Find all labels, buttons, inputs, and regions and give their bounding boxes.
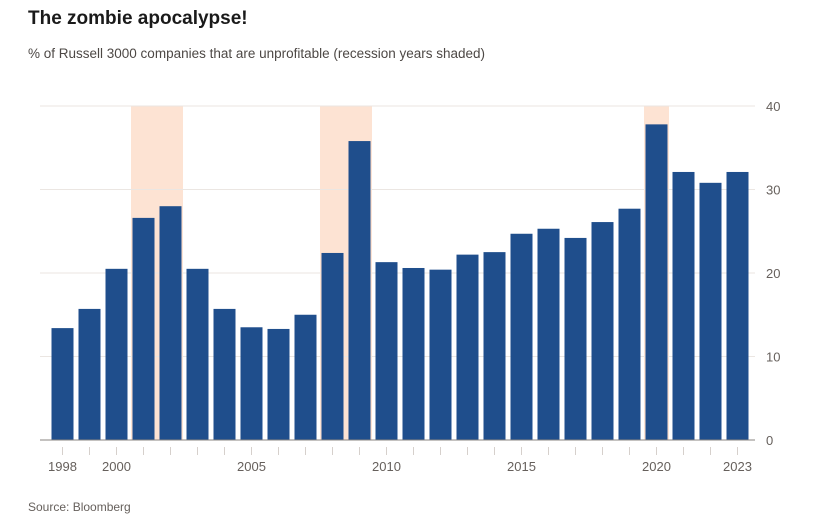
bar-1999 [78,308,101,440]
chart-title: The zombie apocalypse! [28,8,248,29]
bar-2002 [159,206,182,440]
chart-subtitle: % of Russell 3000 companies that are unp… [28,46,486,61]
x-tick-label: 2023 [723,459,752,474]
bar-2022 [699,182,722,440]
bar-2014 [483,252,506,440]
x-tick-label: 2015 [507,459,536,474]
bar-2016 [537,228,560,440]
bar-2012 [429,269,452,440]
y-tick-label: 30 [766,183,780,198]
bar-2009 [348,141,371,440]
chart-source: Source: Bloomberg [28,500,131,514]
bar-2011 [402,267,425,440]
y-tick-label: 20 [766,266,780,281]
bar-2003 [186,268,209,440]
bar-2005 [240,327,263,440]
bar-2001 [132,217,155,440]
bar-2020 [645,124,668,441]
bar-2018 [591,222,614,440]
y-tick-label: 40 [766,99,780,114]
y-tick-label: 10 [766,350,780,365]
x-tick-label: 2000 [102,459,131,474]
bar-2019 [618,208,641,440]
bar-2015 [510,233,533,440]
y-tick-label: 0 [766,433,773,448]
bar-2008 [321,252,344,440]
bar-2013 [456,254,479,440]
bar-2004 [213,308,236,440]
bar-2021 [672,171,695,440]
bar-2010 [375,262,398,440]
bar-2023 [726,171,749,440]
bar-2007 [294,314,317,440]
bar-2006 [267,328,290,440]
bar-1998 [51,328,74,440]
bar-2017 [564,237,587,440]
x-tick-label: 2010 [372,459,401,474]
bar-2000 [105,268,128,440]
x-tick-label: 1998 [48,459,77,474]
x-tick-label: 2020 [642,459,671,474]
x-tick-label: 2005 [237,459,266,474]
